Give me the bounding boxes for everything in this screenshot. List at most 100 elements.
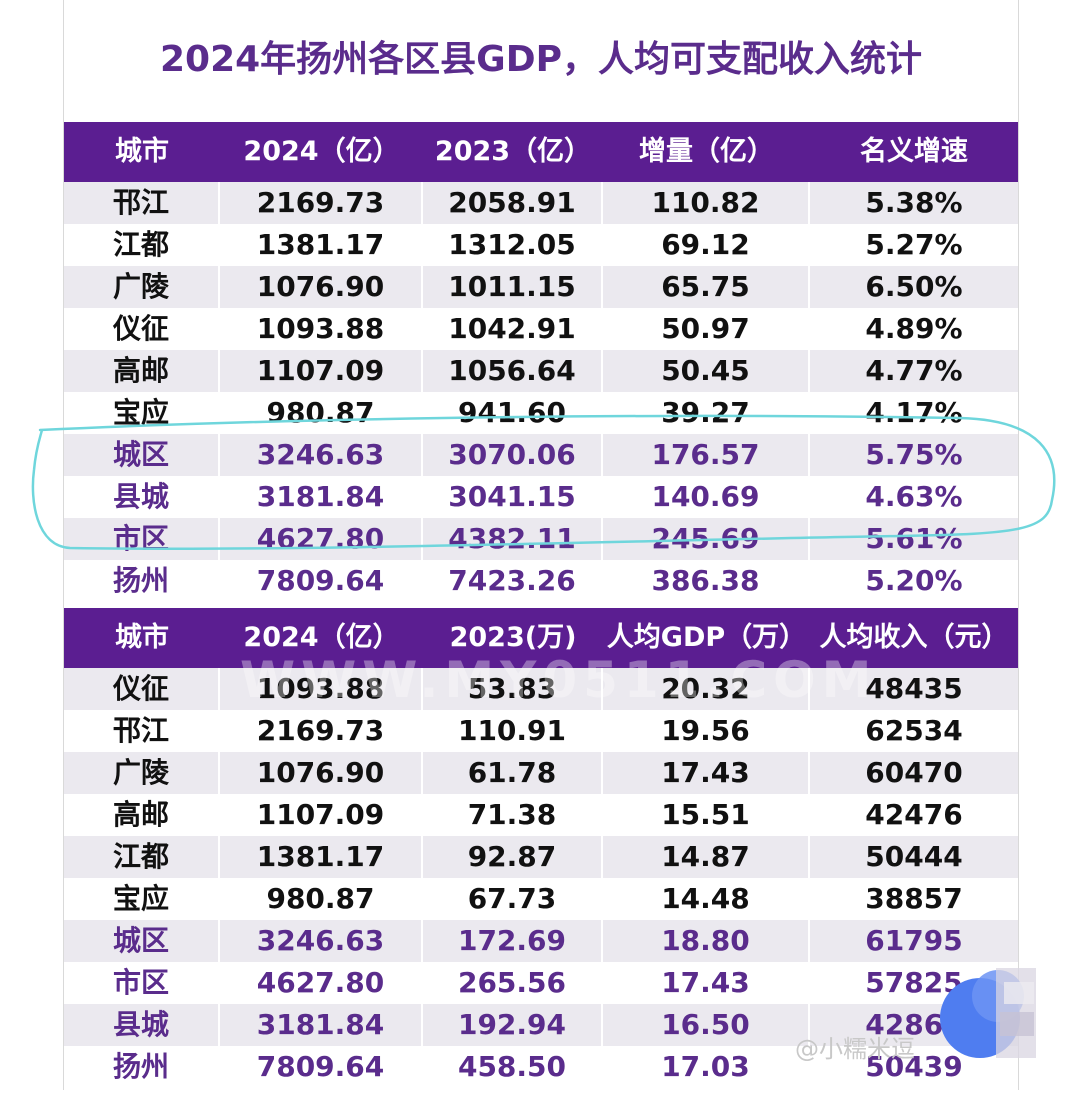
- cell-increase: 50.45: [603, 350, 810, 392]
- cell-population: 67.73: [423, 878, 603, 920]
- cell-growth-rate: 4.89%: [865, 312, 963, 345]
- cell-per-capita-gdp: 17.43: [603, 962, 810, 1004]
- cell-gdp-2024: 1381.17: [220, 224, 423, 266]
- cell-gdp-2024: 1107.09: [220, 350, 423, 392]
- cell-per-capita-income: 50444: [865, 840, 963, 873]
- cell-city: 市区: [64, 518, 220, 560]
- cell-city: 县城: [64, 1004, 220, 1046]
- cell-per-capita-gdp: 17.03: [603, 1046, 810, 1088]
- per-capita-table-header-row: 城市 2024（亿） 2023(万) 人均GDP（万） 人均收入（元）: [64, 608, 1018, 668]
- cell-city: 市区: [64, 962, 220, 1004]
- table-row: 仪征 1093.88 53.83 20.32 48435: [64, 668, 1018, 710]
- cell-city: 宝应: [64, 878, 220, 920]
- per-capita-table-body: 仪征 1093.88 53.83 20.32 48435 邗江 2169.73 110.91 1…: [64, 668, 1018, 1088]
- cell-increase: 69.12: [603, 224, 810, 266]
- cell-per-capita-income: 62534: [865, 714, 963, 747]
- table-row: 江都 1381.17 1312.05 69.12 5.27%: [64, 224, 1018, 266]
- cell-gdp-2023: 1056.64: [423, 350, 603, 392]
- cell-city: 高邮: [64, 794, 220, 836]
- cell-growth-rate: 5.27%: [865, 228, 963, 261]
- cell-growth-rate: 5.38%: [865, 186, 963, 219]
- cell-population: 265.56: [423, 962, 603, 1004]
- table-row: 江都 1381.17 92.87 14.87 50444: [64, 836, 1018, 878]
- gdp-table-header-row: 城市 2024（亿） 2023（亿） 增量（亿） 名义增速: [64, 122, 1018, 182]
- cell-growth-rate: 6.50%: [865, 270, 963, 303]
- cell-per-capita-income: 57825: [865, 966, 963, 999]
- cell-city: 城区: [64, 434, 220, 476]
- table-row: 城区 3246.63 3070.06 176.57 5.75%: [64, 434, 1018, 476]
- cell-gdp-2024: 3246.63: [220, 434, 423, 476]
- cell-gdp-2024: 1093.88: [220, 308, 423, 350]
- cell-gdp-2023: 1011.15: [423, 266, 603, 308]
- cell-city: 扬州: [64, 560, 220, 602]
- gdp-table-body: 邗江 2169.73 2058.91 110.82 5.38% 江都 1381.17 1312…: [64, 182, 1018, 602]
- cell-gdp-2024: 3181.84: [220, 476, 423, 518]
- cell-increase: 176.57: [603, 434, 810, 476]
- cell-gdp-2023: 1042.91: [423, 308, 603, 350]
- cell-gdp-2023: 3070.06: [423, 434, 603, 476]
- cell-gdp-2024: 4627.80: [220, 518, 423, 560]
- gdp-table: 城市 2024（亿） 2023（亿） 增量（亿） 名义增速 邗江 2169.73 2…: [64, 122, 1018, 602]
- cell-gdp-2023: 1312.05: [423, 224, 603, 266]
- cell-increase: 39.27: [603, 392, 810, 434]
- header-2023: 2023（亿）: [434, 136, 592, 167]
- cell-population: 172.69: [423, 920, 603, 962]
- cell-per-capita-income: 60470: [865, 756, 963, 789]
- cell-gdp-2024: 1076.90: [220, 266, 423, 308]
- cell-per-capita-gdp: 17.43: [603, 752, 810, 794]
- table-row: 宝应 980.87 941.60 39.27 4.17%: [64, 392, 1018, 434]
- table-row: 市区 4627.80 265.56 17.43 57825: [64, 962, 1018, 1004]
- cell-gdp-2024: 2169.73: [220, 710, 423, 752]
- cell-per-capita-gdp: 16.50: [603, 1004, 810, 1046]
- cell-city: 仪征: [64, 308, 220, 350]
- cell-per-capita-gdp: 14.87: [603, 836, 810, 878]
- cell-population: 53.83: [423, 668, 603, 710]
- table-row: 广陵 1076.90 1011.15 65.75 6.50%: [64, 266, 1018, 308]
- table-row: 邗江 2169.73 2058.91 110.82 5.38%: [64, 182, 1018, 224]
- header-population: 2023(万): [449, 622, 577, 653]
- table-row: 高邮 1107.09 71.38 15.51 42476: [64, 794, 1018, 836]
- cell-per-capita-income: 38857: [865, 882, 963, 915]
- author-credit: @小糯米逗: [795, 1035, 915, 1063]
- cell-gdp-2023: 2058.91: [423, 182, 603, 224]
- cell-population: 71.38: [423, 794, 603, 836]
- cell-population: 192.94: [423, 1004, 603, 1046]
- table-row: 扬州 7809.64 458.50 17.03 50439: [64, 1046, 1018, 1088]
- cell-growth-rate: 4.63%: [865, 480, 963, 513]
- cell-gdp-2024: 2169.73: [220, 182, 423, 224]
- table-row: 邗江 2169.73 110.91 19.56 62534: [64, 710, 1018, 752]
- cell-growth-rate: 5.20%: [865, 564, 963, 597]
- header-per-capita-gdp: 人均GDP（万）: [606, 622, 807, 653]
- table-row: 广陵 1076.90 61.78 17.43 60470: [64, 752, 1018, 794]
- header-city: 城市: [115, 622, 169, 653]
- header-2024: 2024（亿）: [243, 136, 400, 167]
- cell-increase: 386.38: [603, 560, 810, 602]
- cell-increase: 110.82: [603, 182, 810, 224]
- table-row: 宝应 980.87 67.73 14.48 38857: [64, 878, 1018, 920]
- cell-per-capita-income: 48435: [865, 672, 963, 705]
- cell-city: 广陵: [64, 266, 220, 308]
- header-increase: 增量（亿）: [639, 136, 774, 167]
- cell-per-capita-gdp: 18.80: [603, 920, 810, 962]
- cell-population: 61.78: [423, 752, 603, 794]
- cell-city: 宝应: [64, 392, 220, 434]
- cell-gdp-2024: 1381.17: [220, 836, 423, 878]
- cell-growth-rate: 5.61%: [865, 522, 963, 555]
- header-growth-rate: 名义增速: [860, 136, 968, 167]
- cell-gdp-2023: 3041.15: [423, 476, 603, 518]
- cell-gdp-2024: 7809.64: [220, 1046, 423, 1088]
- page-title: 2024年扬州各区县GDP，人均可支配收入统计: [159, 39, 922, 80]
- cell-city: 广陵: [64, 752, 220, 794]
- cell-population: 458.50: [423, 1046, 603, 1088]
- cell-city: 仪征: [64, 668, 220, 710]
- table-row: 高邮 1107.09 1056.64 50.45 4.77%: [64, 350, 1018, 392]
- table-row: 扬州 7809.64 7423.26 386.38 5.20%: [64, 560, 1018, 602]
- cell-population: 92.87: [423, 836, 603, 878]
- cell-gdp-2023: 7423.26: [423, 560, 603, 602]
- cell-growth-rate: 4.17%: [865, 396, 963, 429]
- cell-gdp-2024: 3181.84: [220, 1004, 423, 1046]
- cell-per-capita-gdp: 20.32: [603, 668, 810, 710]
- right-border-line: [1018, 0, 1019, 1090]
- cell-city: 城区: [64, 920, 220, 962]
- cell-per-capita-gdp: 19.56: [603, 710, 810, 752]
